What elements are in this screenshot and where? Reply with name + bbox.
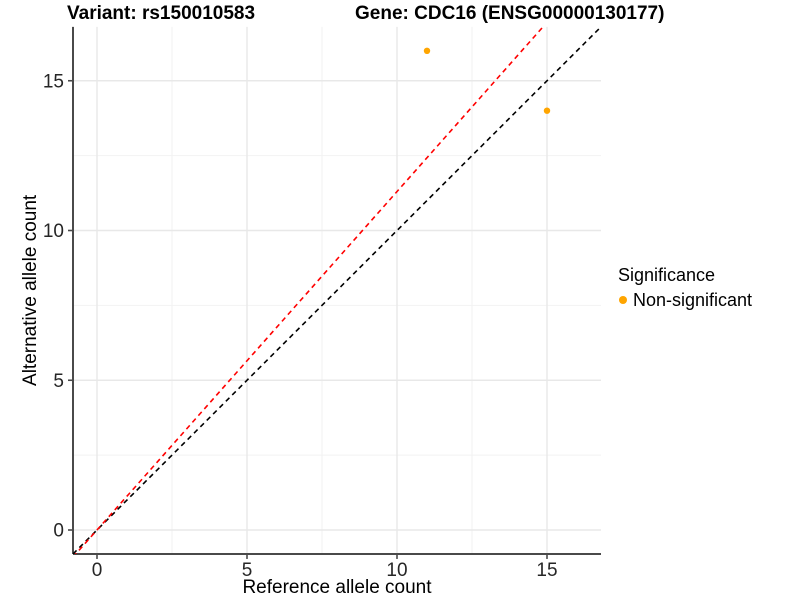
data-point [543,107,551,114]
y-tick-label: 5 [53,371,64,392]
gene-title: Gene: CDC16 (ENSG00000130177) [355,3,665,24]
legend-item-label: Non-significant [633,290,753,310]
y-tick-label: 10 [43,221,64,242]
y-tick-label: 15 [43,71,64,92]
legend-title: Significance [618,265,716,285]
legend-item: Non-significant [612,290,752,310]
y-tick-label: 0 [53,521,64,542]
x-tick-label: 15 [536,560,557,581]
identity-line [73,26,601,554]
legend: Significance Non-significant [612,264,752,310]
variant-title: Variant: rs150010583 [67,3,256,24]
x-tick-label: 0 [92,560,103,581]
expected-ratio-line [74,26,545,554]
data-point [423,47,431,54]
y-axis-title: Alternative allele count [20,194,41,386]
legend-point-icon [619,296,627,304]
x-axis-title: Reference allele count [242,577,432,598]
x-tick-label: 10 [386,560,407,581]
x-tick-label: 5 [242,560,253,581]
